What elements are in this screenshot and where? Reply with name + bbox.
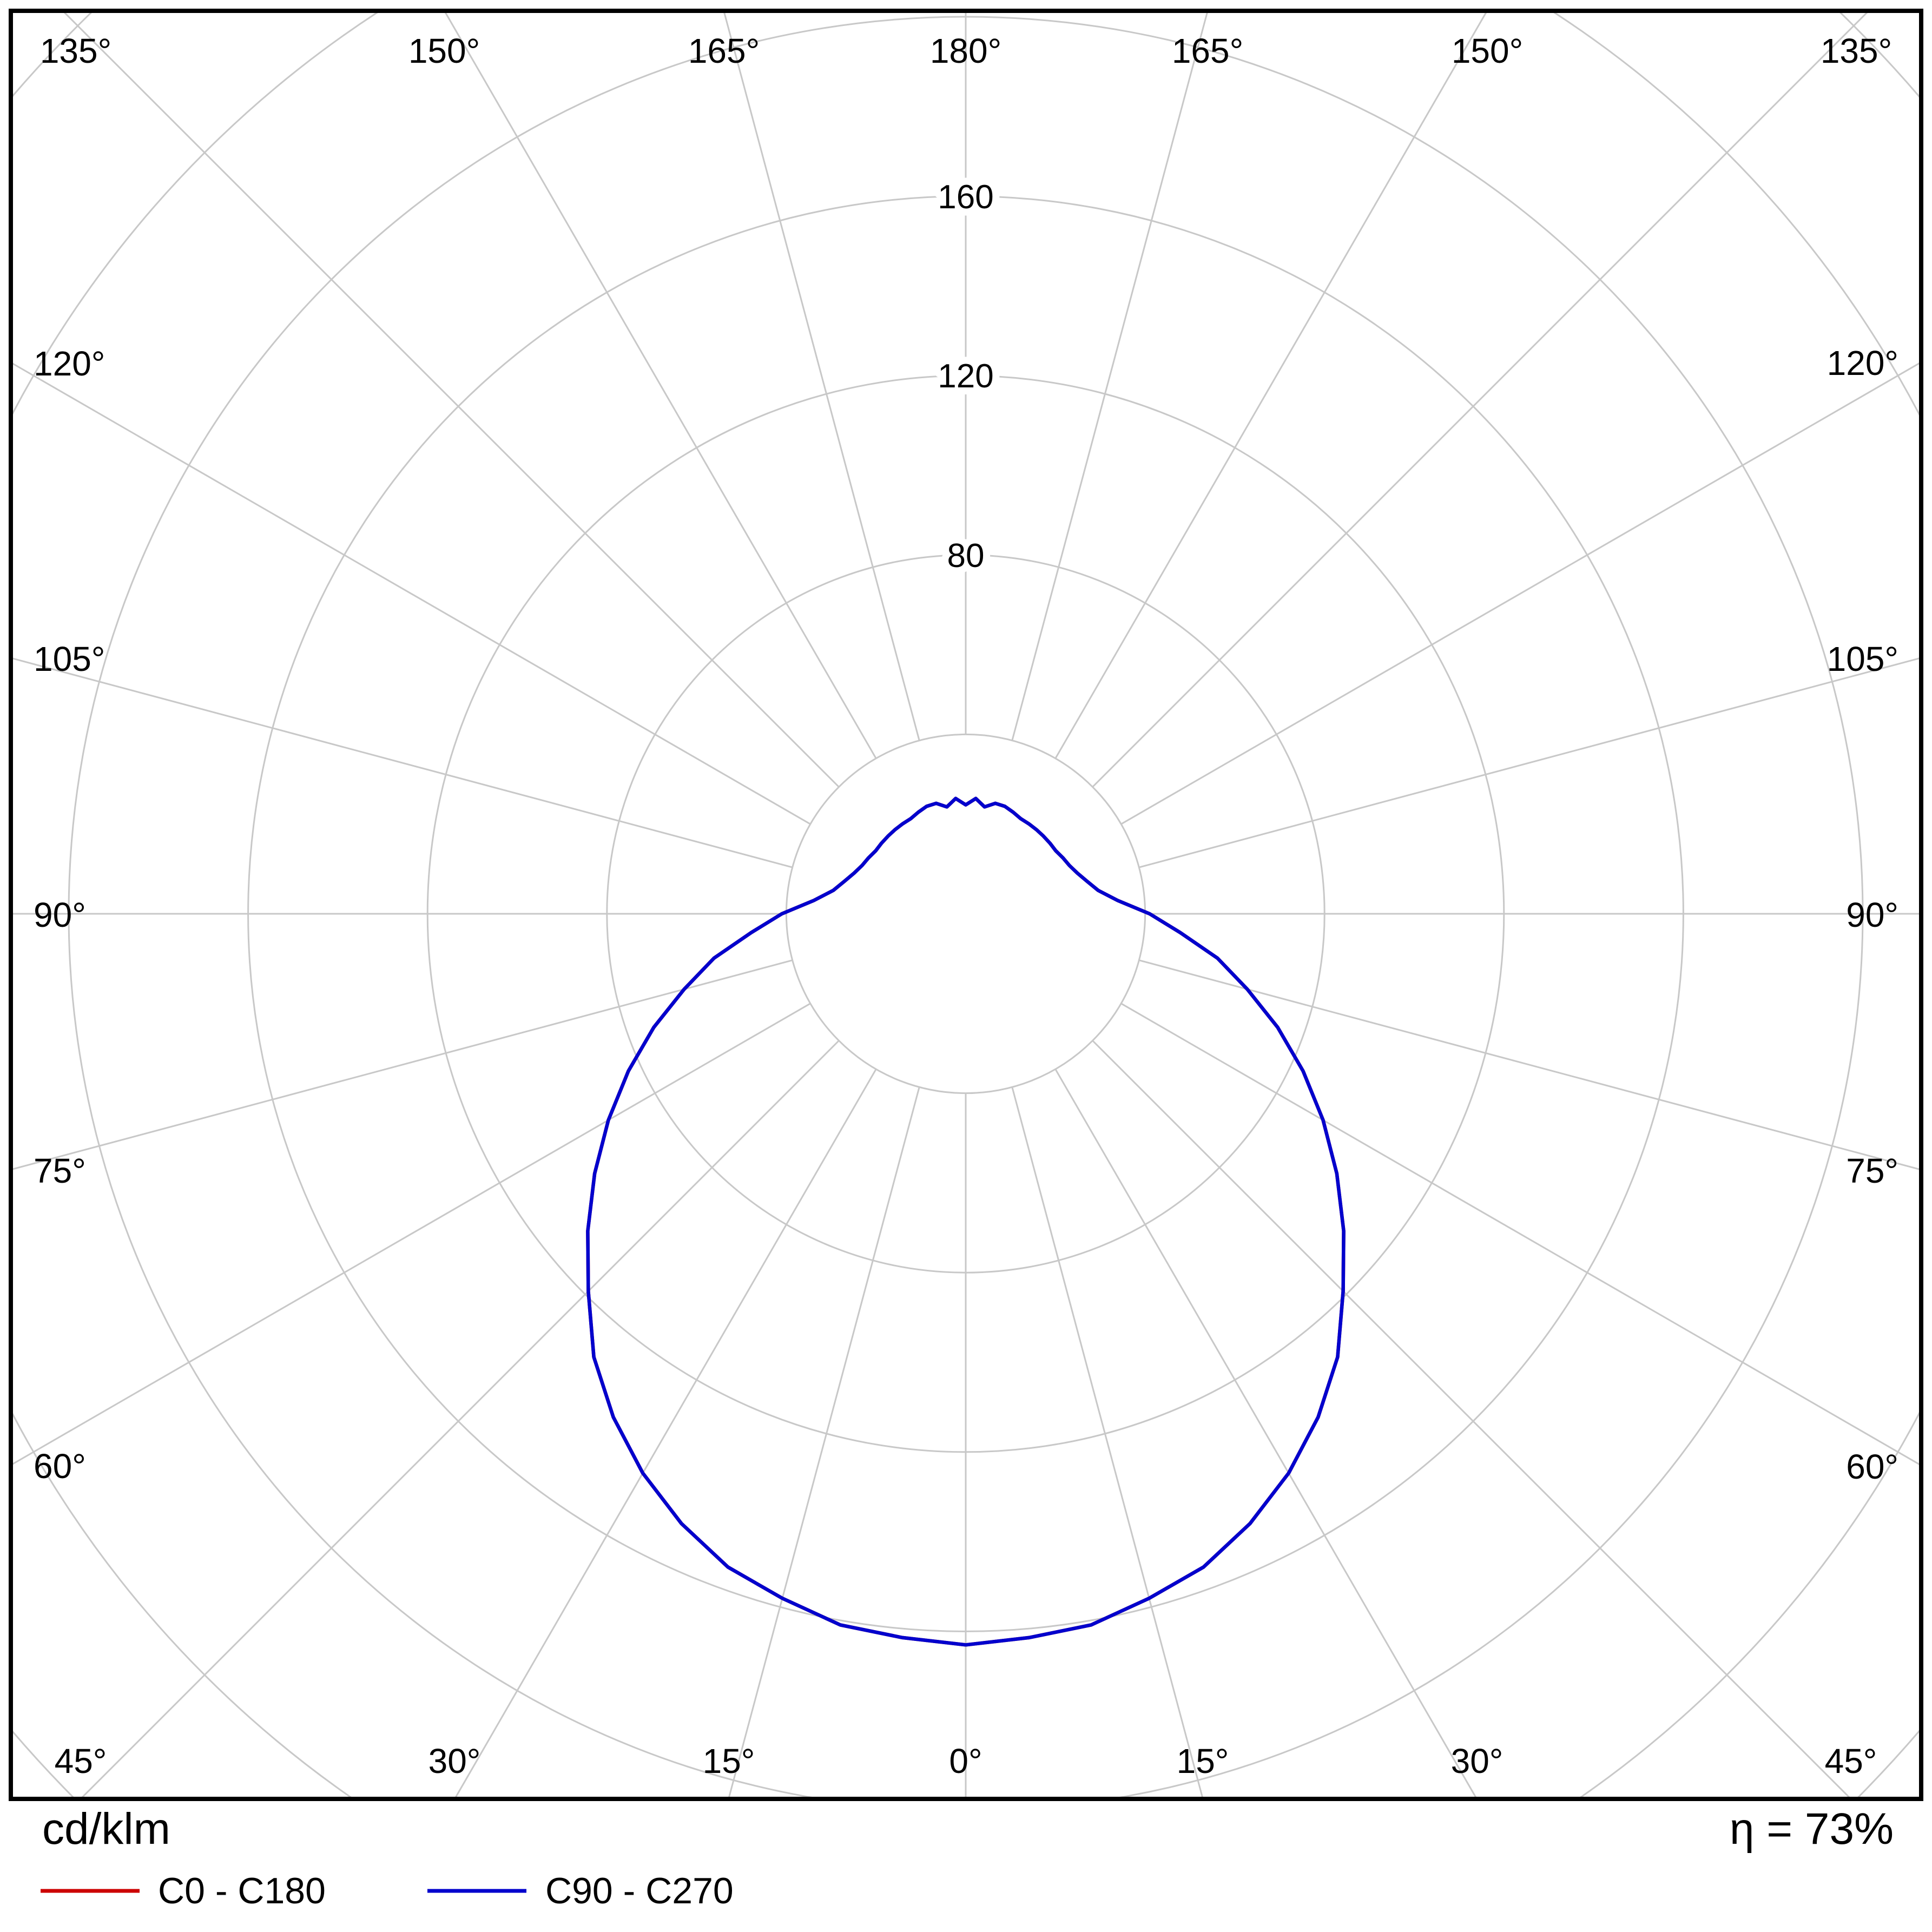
polar-radial-line [1011, 1086, 1203, 1797]
angle-label-90: 90° [1846, 895, 1898, 934]
radial-tick-label-120: 120 [938, 358, 993, 395]
polar-radial-line [1054, 1069, 1476, 1797]
polar-radial-line [1092, 13, 1868, 788]
radial-tick-label-80: 80 [947, 537, 985, 575]
angle-label-60: 60° [1846, 1447, 1898, 1486]
angle-label-105: 105° [34, 639, 105, 678]
polar-radial-line [1120, 1003, 1919, 1466]
distribution-curves [586, 796, 1346, 1647]
angle-label-105: 105° [1827, 639, 1898, 678]
angle-label-30: 30° [428, 1742, 481, 1781]
angle-label-180: 180° [930, 31, 1001, 70]
angle-label-90: 90° [34, 895, 86, 934]
polar-radial-line [728, 1086, 920, 1797]
angle-label-150: 150° [1452, 31, 1523, 70]
polar-radial-line [13, 362, 811, 825]
curve-c90-c270 [586, 796, 1346, 1647]
angle-label-15: 15° [703, 1742, 755, 1781]
angle-label-15: 15° [1177, 1742, 1229, 1781]
polar-radial-line [444, 13, 877, 759]
angle-label-75: 75° [1846, 1151, 1898, 1190]
efficiency-label: η = 73% [1730, 1804, 1894, 1854]
legend-label-c0-c180: C0 - C180 [158, 1870, 326, 1911]
polar-radial-line [13, 959, 793, 1170]
polar-radial-line [13, 657, 793, 868]
units-label: cd/klm [42, 1804, 170, 1854]
legend-label-c90-c270: C90 - C270 [545, 1870, 734, 1911]
angle-labels: 0° 15° 15° 30° 30° 45° 45° 60° 60° 75° 75° 90° 90° 10… [34, 31, 1898, 1781]
polar-radial-line [13, 1003, 811, 1465]
angle-label-120: 120° [34, 344, 105, 383]
polar-radial-line [1120, 362, 1919, 825]
radial-scale-labels: 80 120 160 [931, 172, 1000, 582]
angle-label-165: 165° [688, 31, 760, 70]
angle-label-30: 30° [1451, 1742, 1504, 1781]
angle-label-75: 75° [34, 1151, 86, 1190]
polar-radial-line [455, 1069, 877, 1797]
polar-radial-line [63, 13, 840, 788]
angle-label-165: 165° [1172, 31, 1243, 70]
angle-label-150: 150° [408, 31, 480, 70]
footer: cd/klm η = 73% C0 - C180 C90 - C270 [41, 1804, 1894, 1911]
polar-radial-line [1138, 959, 1919, 1170]
polar-radial-line [1138, 657, 1919, 868]
angle-label-135: 135° [40, 31, 111, 70]
angle-label-135: 135° [1821, 31, 1892, 70]
polar-radial-line [1011, 13, 1208, 741]
polar-radial-line [1054, 13, 1487, 759]
polar-radial-line [81, 1040, 840, 1797]
radial-tick-label-160: 160 [938, 179, 993, 216]
angle-label-45: 45° [55, 1742, 107, 1781]
angle-label-45: 45° [1825, 1742, 1877, 1781]
angle-label-60: 60° [34, 1447, 86, 1486]
polar-radial-line [1092, 1040, 1850, 1797]
angle-label-120: 120° [1827, 344, 1898, 383]
polar-radial-line [723, 13, 920, 741]
angle-label-0: 0° [949, 1742, 982, 1781]
